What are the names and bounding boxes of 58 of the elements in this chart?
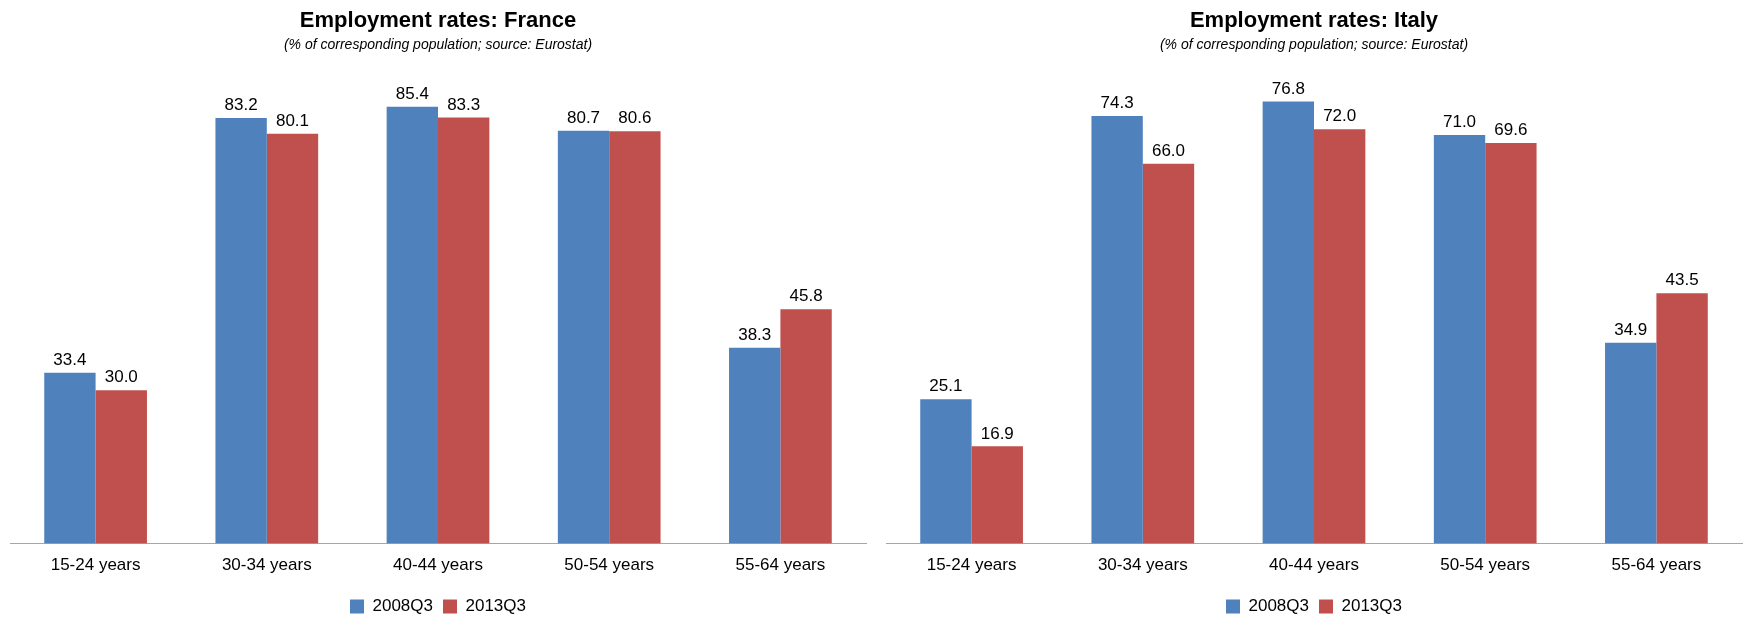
bar [557, 130, 610, 544]
data-label: 80.6 [618, 108, 652, 128]
bar [1605, 342, 1657, 544]
chart-subtitle: (% of corresponding population; source: Eurostat) [1159, 35, 1469, 52]
x-tick-label: 15-24 years [50, 555, 141, 575]
legend-label: 2013Q3 [465, 596, 526, 616]
bar [1485, 143, 1537, 544]
bar [438, 117, 490, 544]
bar [1091, 116, 1143, 544]
data-label: 80.1 [275, 111, 310, 131]
chart-title: Employment rates: Italy [1189, 7, 1439, 33]
legend-label: 2013Q3 [1341, 596, 1402, 616]
x-tick-label: 55-64 years [1611, 555, 1702, 575]
bar [1433, 135, 1486, 544]
data-label: 80.7 [566, 107, 601, 127]
data-label: 33.4 [53, 349, 87, 369]
data-label: 69.6 [1494, 120, 1528, 140]
data-label: 71.0 [1442, 112, 1477, 132]
data-label: 45.8 [789, 286, 823, 306]
bar [609, 131, 661, 544]
x-tick-label: 55-64 years [735, 555, 826, 575]
data-label: 25.1 [929, 376, 963, 396]
x-tick-label: 50-54 years [564, 555, 655, 575]
data-label: 34.9 [1614, 319, 1648, 339]
bar [729, 347, 781, 544]
bar [920, 399, 972, 544]
data-label: 76.8 [1271, 78, 1305, 98]
data-label: 85.4 [395, 83, 429, 103]
data-label: 30.0 [104, 367, 138, 387]
x-tick-label: 50-54 years [1440, 555, 1531, 575]
data-label: 72.0 [1323, 106, 1357, 126]
legend-label: 2008Q3 [1248, 596, 1309, 616]
data-label: 38.3 [738, 324, 772, 344]
x-tick-label: 40-44 years [1269, 555, 1359, 575]
bar [1314, 129, 1366, 544]
bar [95, 390, 147, 544]
x-tick-label: 15-24 years [926, 555, 1017, 575]
data-label: 83.3 [447, 94, 481, 114]
x-tick-label: 30-34 years [1097, 555, 1188, 575]
x-tick-label: 40-44 years [393, 555, 483, 575]
data-label: 83.2 [224, 95, 258, 115]
chart-title: Employment rates: France [299, 7, 577, 33]
bar [1262, 101, 1314, 544]
data-label: 43.5 [1665, 270, 1699, 290]
bar [386, 106, 438, 544]
bar [266, 133, 319, 544]
data-label: 66.0 [1151, 140, 1186, 160]
data-label: 16.9 [980, 423, 1014, 443]
x-tick-label: 30-34 years [221, 555, 312, 575]
data-label: 74.3 [1100, 93, 1134, 113]
chart-subtitle: (% of corresponding population; source: Eurostat) [283, 35, 593, 52]
legend-label: 2008Q3 [372, 596, 433, 616]
bar [780, 309, 832, 544]
bar [1656, 293, 1708, 544]
bar [215, 117, 267, 544]
bar [44, 372, 96, 544]
bar [1142, 163, 1195, 544]
bar [971, 446, 1023, 544]
